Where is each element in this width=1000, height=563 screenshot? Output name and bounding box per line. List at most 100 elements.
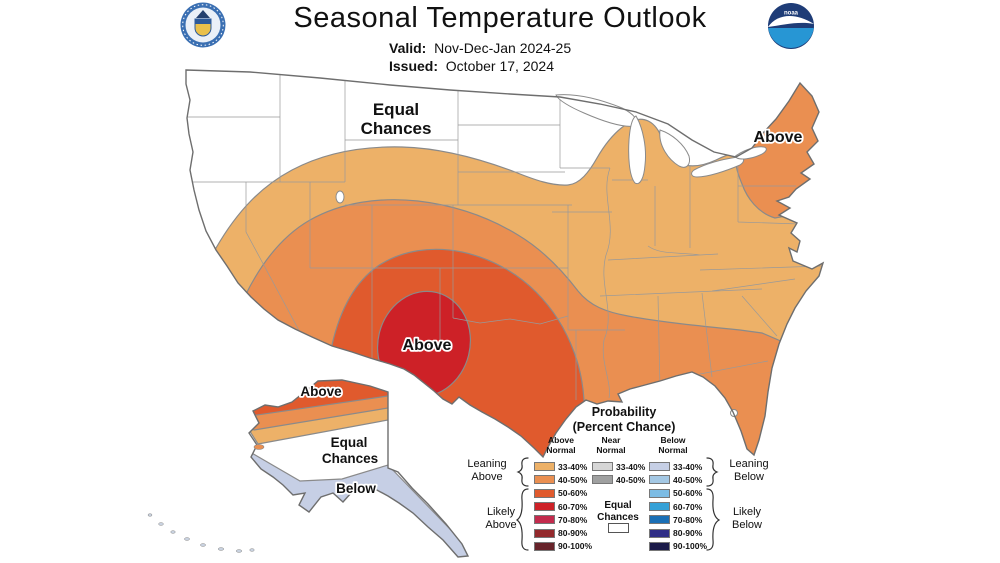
noaa-logo-text: noaa: [784, 11, 799, 17]
legend-row-label: 90-100%: [558, 541, 593, 552]
legend-column-above: 33-40% 40-50% 50-60% 60-70% 70-80% 80-90% 90-1…: [534, 460, 592, 553]
lake-michigan: [628, 115, 646, 185]
legend-swatch: [649, 462, 670, 472]
noaa-logo: noaa: [768, 3, 814, 49]
issued-value: October 17, 2024: [445, 58, 554, 74]
legend-group-likely-above: Likely Above: [471, 506, 531, 532]
legend-group-leaning-above: Leaning Above: [457, 458, 517, 484]
doc-seal-text-ring: [182, 4, 224, 46]
legend-swatch: [534, 488, 555, 498]
legend-row-label: 33-40%: [673, 461, 703, 472]
legend-row-label: 80-90%: [558, 528, 588, 539]
lake-huron: [659, 129, 690, 168]
equal-chances-line2: Chances: [597, 511, 639, 523]
issued-label: Issued:: [389, 58, 439, 74]
legend-row-label: 50-60%: [673, 488, 703, 499]
aleutian-islands: [147, 513, 255, 553]
above-normal-line2: Normal: [546, 444, 576, 455]
aleutian-speck: [249, 548, 255, 552]
brace-leaning-below: [706, 457, 719, 487]
legend-row-label: 90-100%: [673, 541, 708, 552]
legend-title: Probability (Percent Chance): [534, 405, 714, 435]
legend-swatch: [649, 488, 670, 498]
brace-likely-below: [706, 488, 721, 551]
legend-column-near: 33-40% 40-50%: [592, 460, 645, 487]
doc-shield-chief: [195, 19, 211, 24]
leaning-above-line2: Above: [471, 471, 503, 483]
conus-above-center-label: Above: [403, 337, 452, 354]
conus-equal-chances-label-line2: Chances: [361, 119, 432, 138]
probability-legend: Probability (Percent Chance) Above Norma…: [440, 403, 785, 561]
legend-row: 80-90%: [649, 526, 707, 539]
alaska-above-label: Above: [300, 384, 342, 399]
likely-below-line1: Likely: [732, 506, 762, 518]
likely-below-line2: Below: [732, 519, 762, 531]
legend-header-near-normal: Near Normal: [581, 435, 641, 455]
legend-swatch: [534, 541, 555, 551]
legend-swatch: [649, 475, 670, 485]
legend-row: 60-70%: [534, 500, 592, 513]
page-title: Seasonal Temperature Outlook: [293, 2, 707, 34]
issued-line: Issued: October 17, 2024: [389, 57, 571, 75]
legend-row: 60-70%: [649, 500, 707, 513]
aleutian-speck: [200, 543, 206, 547]
legend-row-label: 50-60%: [558, 488, 588, 499]
legend-swatch: [649, 541, 670, 551]
below-normal-line2: Normal: [658, 444, 688, 455]
below-normal-line1: Below: [660, 435, 686, 445]
legend-row-label: 70-80%: [558, 514, 588, 525]
legend-row: 40-50%: [534, 473, 592, 486]
map-labels: Equal Chances Above Above Above Equal Ch…: [299, 100, 805, 498]
legend-row-label: 33-40%: [616, 461, 646, 472]
legend-row: 90-100%: [649, 540, 707, 553]
legend-swatch: [649, 515, 670, 525]
valid-line: Valid: Nov-Dec-Jan 2024-25: [389, 39, 571, 57]
equal-chances-line1: Equal: [604, 500, 632, 511]
legend-row-label: 40-50%: [558, 474, 588, 485]
legend-row: 40-50%: [649, 473, 707, 486]
conus-outline: [185, 69, 825, 459]
legend-header-above-normal: Above Normal: [531, 435, 591, 455]
legend-row-label: 40-50%: [616, 474, 646, 485]
brace-leaning-above: [516, 457, 529, 487]
legend-braces: [515, 457, 721, 551]
alaska-equal-chances-label-line1: Equal: [331, 435, 368, 450]
legend-swatch: [649, 502, 670, 512]
legend-row: 80-90%: [534, 526, 592, 539]
legend-title-line2: (Percent Chance): [572, 420, 676, 434]
legend-row: 50-60%: [534, 487, 592, 500]
noaa-gull-icon: [768, 16, 814, 27]
legend-row-label: 60-70%: [558, 501, 588, 512]
legend-swatch: [592, 475, 613, 485]
alaska-below-label: Below: [336, 481, 376, 496]
noaa-sea: [768, 28, 814, 48]
leaning-below-line1: Leaning: [729, 458, 769, 470]
legend-swatch: [534, 515, 555, 525]
legend-swatch: [534, 475, 555, 485]
legend-row: 33-40%: [649, 460, 707, 473]
legend-row: 33-40%: [534, 460, 592, 473]
legend-row: 40-50%: [592, 473, 645, 486]
dept-of-commerce-logo: [180, 2, 226, 48]
great-salt-lake: [335, 190, 345, 204]
near-normal-line2: Normal: [596, 444, 626, 455]
aleutian-speck: [158, 522, 164, 526]
legend-swatch: [534, 462, 555, 472]
legend-row: 70-80%: [534, 513, 592, 526]
valid-issued-block: Valid: Nov-Dec-Jan 2024-25 Issued: Octob…: [389, 39, 571, 75]
valid-value: Nov-Dec-Jan 2024-25: [434, 40, 572, 56]
valid-label: Valid:: [389, 40, 427, 56]
alaska-equal-chances-label-line2: Chances: [322, 451, 378, 466]
legend-header-below-normal: Below Normal: [643, 435, 703, 455]
aleutian-speck: [184, 537, 190, 541]
legend-row-label: 40-50%: [673, 474, 703, 485]
above-normal-line1: Above: [548, 435, 574, 445]
lake-erie: [691, 156, 745, 178]
legend-row-label: 33-40%: [558, 461, 588, 472]
legend-equal-chances-swatch: [608, 523, 629, 533]
legend-swatch: [534, 528, 555, 538]
legend-row: 50-60%: [649, 487, 707, 500]
legend-title-line1: Probability: [591, 405, 657, 419]
legend-row-label: 60-70%: [673, 501, 703, 512]
